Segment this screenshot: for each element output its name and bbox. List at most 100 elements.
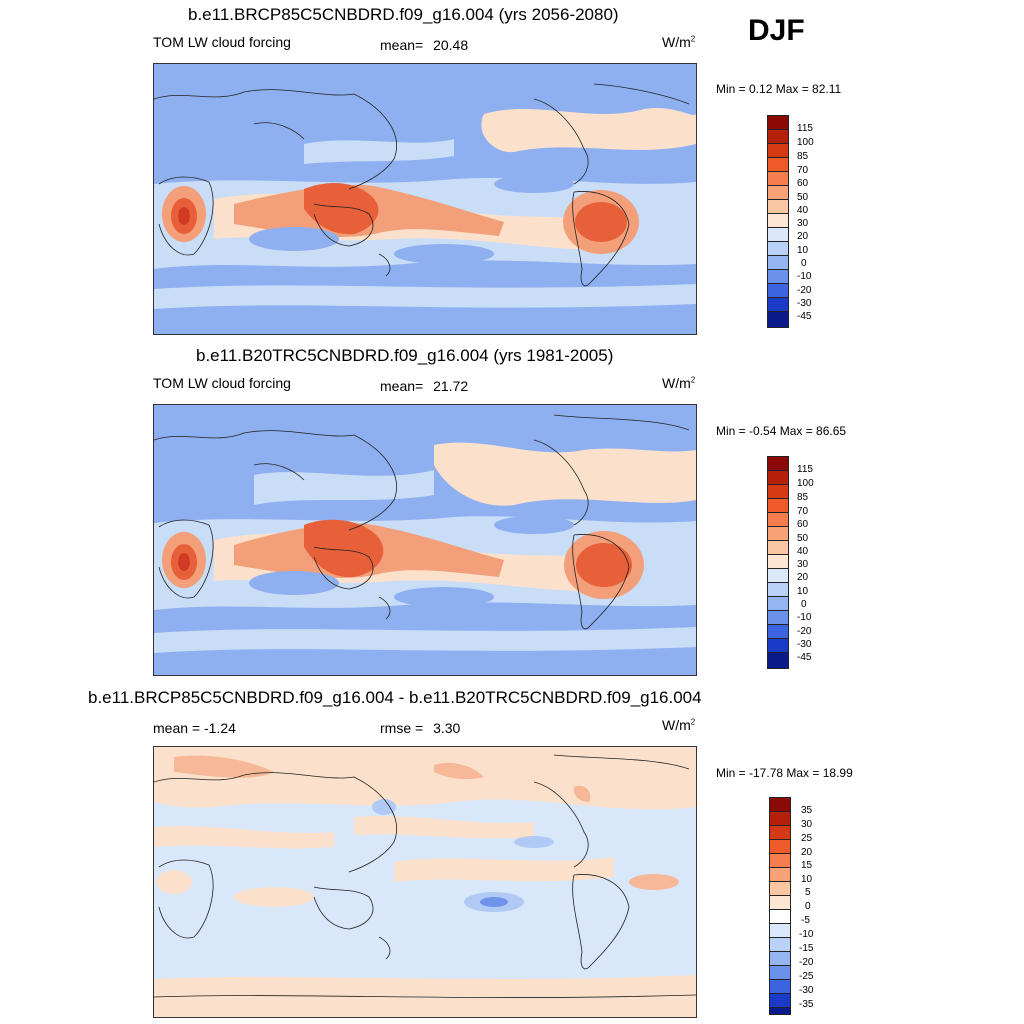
colorbar-tick-label: -20 xyxy=(799,957,814,968)
colorbar-swatch xyxy=(767,554,789,569)
colorbar-tick-label: -45 xyxy=(797,311,812,322)
colorbar-tick-label: -25 xyxy=(799,971,814,982)
colorbar-tick-label: 0 xyxy=(805,901,811,912)
colorbar-swatch xyxy=(767,624,789,639)
colorbar-tick-label: 35 xyxy=(801,805,813,816)
colorbar-swatch xyxy=(767,484,789,499)
colorbar-swatch xyxy=(769,937,791,952)
colorbar-tick-label: 40 xyxy=(797,205,809,216)
panel3-units-sup: 2 xyxy=(690,717,696,727)
colorbar-tick-label: 5 xyxy=(805,887,811,898)
panel1-colorbar: 115 100 85 70 60 50 40 30 20 10 0 -10 -2… xyxy=(767,115,827,328)
colorbar-tick-label: 70 xyxy=(797,165,809,176)
colorbar-tick-label: 60 xyxy=(797,178,809,189)
colorbar-tick-label: 10 xyxy=(797,586,809,597)
panel2-mean-label: mean= 21.72 xyxy=(380,378,468,394)
colorbar-tick-label: 115 xyxy=(797,464,813,475)
panel3-map xyxy=(153,746,697,1018)
colorbar-swatch xyxy=(767,540,789,555)
panel1-mean-value: 20.48 xyxy=(433,37,469,53)
colorbar-tick-label: -10 xyxy=(799,929,814,940)
colorbar-tick-label: 115 xyxy=(797,123,813,134)
panel1-map xyxy=(153,63,697,335)
colorbar-tick-label: 30 xyxy=(797,559,809,570)
colorbar-swatch xyxy=(769,867,791,882)
colorbar-tick-label: 25 xyxy=(801,833,813,844)
colorbar-tick-label: 0 xyxy=(801,258,807,269)
colorbar-swatch xyxy=(767,255,789,270)
colorbar-tick-label: 30 xyxy=(801,819,813,830)
colorbar-swatch xyxy=(769,811,791,826)
colorbar-tick-label: 10 xyxy=(797,245,809,256)
colorbar-tick-label: 10 xyxy=(801,874,813,885)
panel1-mean-label: mean= 20.48 xyxy=(380,37,468,53)
colorbar-swatch xyxy=(767,596,789,611)
panel2-colorbar: 115 100 85 70 60 50 40 30 20 10 0 -10 -2… xyxy=(767,456,827,669)
colorbar-swatch xyxy=(769,993,791,1008)
colorbar-tick-label: 15 xyxy=(801,860,813,871)
season-label: DJF xyxy=(748,14,805,47)
colorbar-tick-label: -30 xyxy=(799,985,814,996)
colorbar-swatch xyxy=(767,568,789,583)
colorbar-swatch xyxy=(767,241,789,256)
colorbar-swatch xyxy=(767,652,789,669)
colorbar-swatch xyxy=(767,115,789,130)
colorbar-swatch xyxy=(767,498,789,513)
panel3-rmse-key: rmse = xyxy=(380,720,424,736)
colorbar-swatch xyxy=(767,185,789,200)
colorbar-swatch xyxy=(769,909,791,924)
colorbar-swatch xyxy=(767,512,789,527)
panel3-units: W/m2 xyxy=(662,717,695,733)
colorbar-tick-label: 50 xyxy=(797,192,809,203)
colorbar-swatch xyxy=(767,470,789,485)
colorbar-tick-label: 85 xyxy=(797,151,809,162)
colorbar-tick-label: -5 xyxy=(801,915,810,926)
panel1-units-base: W/m xyxy=(662,34,691,50)
panel1-units: W/m2 xyxy=(662,34,695,50)
panel2-units: W/m2 xyxy=(662,375,695,391)
panel2-units-base: W/m xyxy=(662,375,691,391)
colorbar-swatch xyxy=(769,923,791,938)
colorbar-tick-label: -10 xyxy=(797,612,812,623)
panel1-mean-key: mean= xyxy=(380,37,424,53)
colorbar-swatch xyxy=(767,283,789,298)
colorbar-tick-label: -45 xyxy=(797,652,812,663)
panel2-mean-key: mean= xyxy=(380,378,424,394)
colorbar-swatch xyxy=(769,979,791,994)
colorbar-swatch xyxy=(769,895,791,910)
colorbar-swatch xyxy=(767,582,789,597)
colorbar-tick-label: 20 xyxy=(797,231,809,242)
panel3-colorbar: 35 30 25 20 15 10 5 0 -5 -10 -15 -20 -25… xyxy=(769,797,829,1015)
panel3-rmse-label: rmse = 3.30 xyxy=(380,720,460,736)
colorbar-swatch xyxy=(769,839,791,854)
colorbar-swatch xyxy=(767,157,789,172)
colorbar-swatch xyxy=(767,213,789,228)
colorbar-tick-label: 20 xyxy=(797,572,809,583)
colorbar-swatch xyxy=(769,853,791,868)
colorbar-swatch xyxy=(767,199,789,214)
colorbar-tick-label: 100 xyxy=(797,137,814,148)
colorbar-swatch xyxy=(769,881,791,896)
colorbar-tick-label: 100 xyxy=(797,478,814,489)
panel1-variable-label: TOM LW cloud forcing xyxy=(153,34,291,50)
colorbar-tick-label: 60 xyxy=(797,519,809,530)
panel3-title: b.e11.BRCP85C5CNBDRD.f09_g16.004 - b.e11… xyxy=(88,688,702,707)
colorbar-tick-label: -30 xyxy=(797,298,812,309)
colorbar-swatch xyxy=(767,311,789,328)
panel3-units-base: W/m xyxy=(662,717,691,733)
panel2-mean-value: 21.72 xyxy=(433,378,469,394)
colorbar-swatch xyxy=(767,269,789,284)
panel1-title: b.e11.BRCP85C5CNBDRD.f09_g16.004 (yrs 20… xyxy=(188,5,619,24)
panel2-title: b.e11.B20TRC5CNBDRD.f09_g16.004 (yrs 198… xyxy=(196,346,614,365)
colorbar-tick-label: -10 xyxy=(797,271,812,282)
colorbar-swatch xyxy=(769,825,791,840)
colorbar-tick-label: 0 xyxy=(801,599,807,610)
panel1-units-sup: 2 xyxy=(690,34,696,44)
colorbar-tick-label: 20 xyxy=(801,847,813,858)
colorbar-swatch xyxy=(767,526,789,541)
colorbar-tick-label: -30 xyxy=(797,639,812,650)
colorbar-swatch xyxy=(767,610,789,625)
panel2-variable-label: TOM LW cloud forcing xyxy=(153,375,291,391)
colorbar-swatch xyxy=(767,227,789,242)
colorbar-tick-label: -20 xyxy=(797,626,812,637)
